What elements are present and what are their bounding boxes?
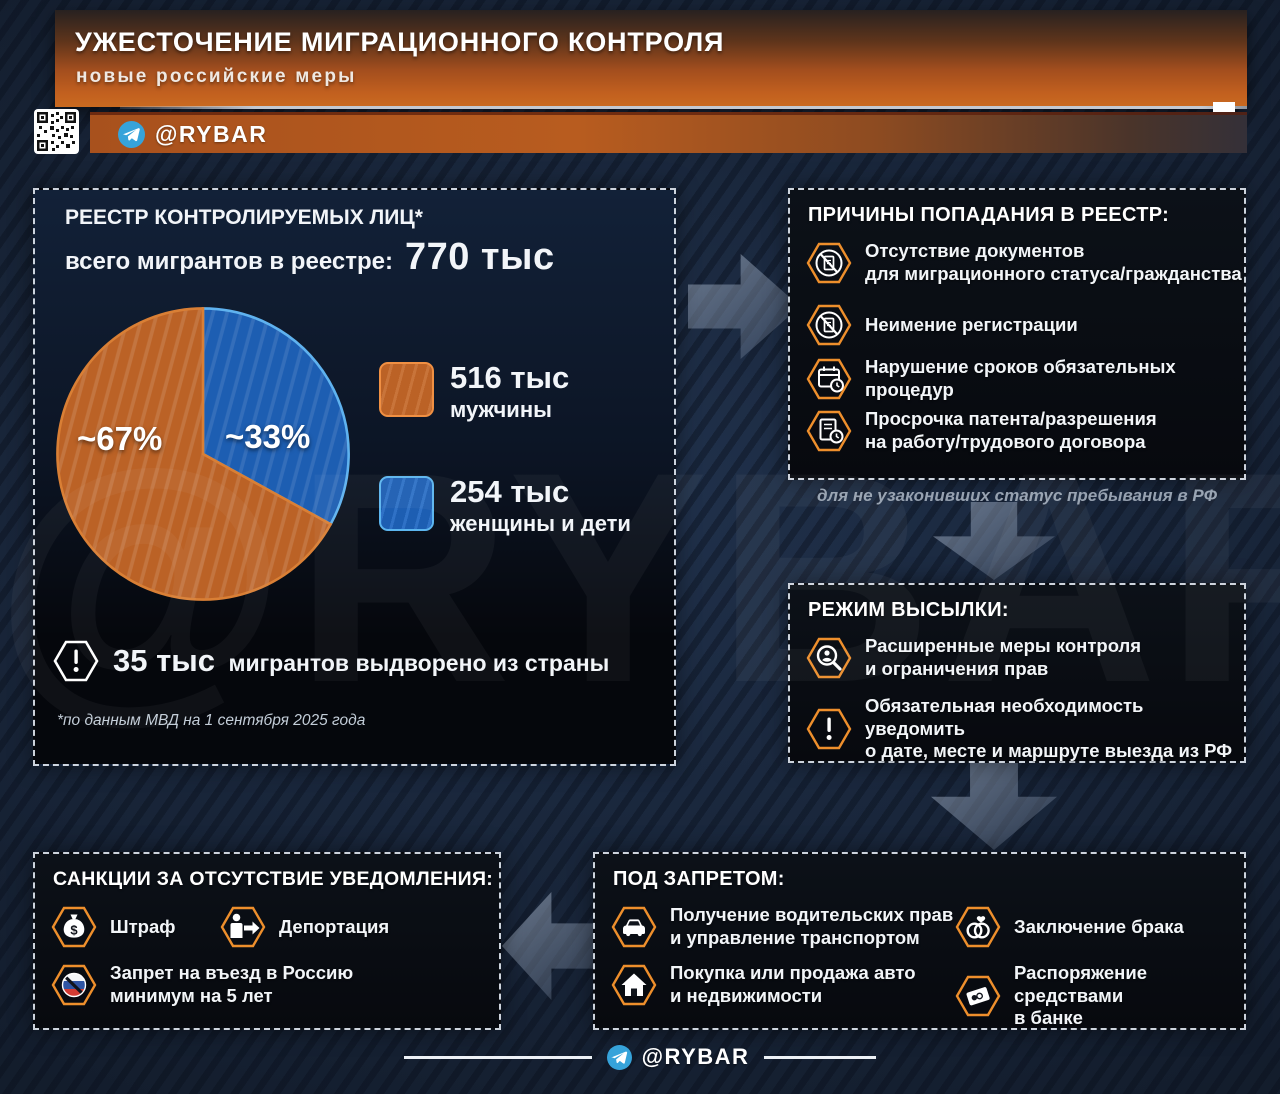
reason-item-no-registration: Неимение регистрации bbox=[806, 302, 1078, 348]
footer: @RYBAR bbox=[0, 1044, 1280, 1070]
no-documents-icon bbox=[806, 242, 852, 284]
expelled-value: 35 тыс bbox=[113, 643, 215, 678]
calendar-deadline-icon bbox=[806, 358, 852, 400]
banned-text: Покупка или продажа авто и недвижимости bbox=[670, 962, 916, 1006]
reason-text: Отсутствие документов для миграционного … bbox=[865, 240, 1242, 284]
telegram-badge: @RYBAR bbox=[118, 120, 268, 148]
sanction-text: Запрет на въезд в Россию минимум на 5 ле… bbox=[110, 962, 354, 1006]
expelled-text: мигрантов выдворено из страны bbox=[228, 650, 610, 676]
banned-text: Получение водительских прав и управление… bbox=[670, 904, 954, 948]
legend-item-men: 516 тыс мужчины bbox=[379, 362, 569, 423]
footer-line-right bbox=[764, 1055, 877, 1059]
banned-item-marriage: Заключение брака bbox=[955, 904, 1184, 950]
reason-text: Неимение регистрации bbox=[865, 313, 1078, 335]
pie-label-women-percent: ~33% bbox=[225, 418, 311, 455]
arrow-left-icon bbox=[502, 892, 597, 1000]
header-banner: УЖЕСТОЧЕНИЕ МИГРАЦИОННОГО КОНТРОЛЯ новые… bbox=[55, 10, 1247, 107]
legend-men-value: 516 тыс bbox=[450, 360, 570, 395]
deportation-icon bbox=[220, 906, 266, 948]
expulsion-panel: РЕЖИМ ВЫСЫЛКИ: Расширенные меры контроля… bbox=[788, 583, 1246, 763]
marriage-rings-icon bbox=[955, 906, 1001, 948]
footer-line-left bbox=[403, 1055, 592, 1059]
banned-panel-title: ПОД ЗАПРЕТОМ: bbox=[613, 868, 785, 890]
bank-card-icon bbox=[955, 975, 1001, 1017]
banned-text: Распоряжение средствами в банке bbox=[1014, 962, 1147, 1029]
banned-item-driving: Получение водительских прав и управление… bbox=[611, 904, 953, 950]
telegram-icon bbox=[606, 1044, 632, 1070]
orange-swatch bbox=[379, 362, 434, 417]
migrants-pie-chart: ~67% ~33% bbox=[47, 298, 359, 610]
sanctions-panel-title: САНКЦИИ ЗА ОТСУТСТВИЕ УВЕДОМЛЕНИЯ: bbox=[53, 868, 494, 890]
registry-panel-title: РЕЕСТР КОНТРОЛИРУЕМЫХ ЛИЦ* bbox=[65, 206, 423, 229]
legend-item-women-children: 254 тыс женщины и дети bbox=[379, 476, 631, 537]
reasons-panel: ПРИЧИНЫ ПОПАДАНИЯ В РЕЕСТР: Отсутствие д… bbox=[788, 188, 1246, 480]
sanction-text: Штраф bbox=[110, 915, 176, 937]
expelled-alert-row: 35 тыс мигрантов выдворено из страны bbox=[53, 638, 609, 684]
arrow-right-icon bbox=[688, 254, 800, 359]
expulsion-item-control: Расширенные меры контроля и ограничения … bbox=[806, 635, 1141, 681]
pie-slice-women-children bbox=[201, 307, 350, 526]
dollar-glyph: $ bbox=[70, 923, 78, 938]
expulsion-item-notify: Обязательная необходимость уведомить о д… bbox=[806, 695, 1244, 763]
page-title: УЖЕСТОЧЕНИЕ МИГРАЦИОННОГО КОНТРОЛЯ bbox=[75, 27, 725, 57]
car-icon bbox=[611, 906, 657, 948]
header-divider-line bbox=[120, 106, 1247, 109]
banned-panel: ПОД ЗАПРЕТОМ: Получение водительских пра… bbox=[593, 852, 1246, 1030]
registry-total-label: всего мигрантов в реестре: bbox=[65, 248, 393, 275]
pie-chart-svg bbox=[56, 307, 350, 601]
warning-hexagon-icon bbox=[53, 640, 99, 682]
legend-women-value: 254 тыс bbox=[450, 474, 570, 509]
footer-telegram-badge: @RYBAR bbox=[606, 1044, 750, 1070]
blue-swatch bbox=[379, 476, 434, 531]
sanction-item-entry-ban: Запрет на въезд в Россию минимум на 5 ле… bbox=[51, 962, 353, 1008]
fine-money-bag-icon: $ bbox=[51, 906, 97, 948]
sanction-text: Депортация bbox=[279, 915, 390, 937]
registry-total-line: всего мигрантов в реестре: 770 тыс bbox=[65, 236, 555, 279]
footer-handle: @RYBAR bbox=[641, 1044, 750, 1069]
reason-text: Просрочка патента/разрешения на работу/т… bbox=[865, 408, 1157, 452]
banned-item-property: Покупка или продажа авто и недвижимости bbox=[611, 962, 916, 1008]
reasons-panel-title: ПРИЧИНЫ ПОПАДАНИЯ В РЕЕСТР: bbox=[808, 204, 1170, 226]
expired-permit-icon bbox=[806, 410, 852, 452]
qr-code bbox=[34, 109, 79, 154]
reason-item-deadlines: Нарушение сроков обязательных процедур bbox=[806, 356, 1244, 402]
registry-total-value: 770 тыс bbox=[404, 236, 555, 278]
no-registration-icon bbox=[806, 304, 852, 346]
surveillance-icon bbox=[806, 637, 852, 679]
legend-men-label: мужчины bbox=[450, 397, 552, 422]
expulsion-panel-title: РЕЖИМ ВЫСЫЛКИ: bbox=[808, 599, 1009, 621]
reason-text: Нарушение сроков обязательных процедур bbox=[865, 356, 1176, 400]
registry-panel: РЕЕСТР КОНТРОЛИРУЕМЫХ ЛИЦ* всего мигрант… bbox=[33, 188, 676, 766]
expulsion-text: Расширенные меры контроля и ограничения … bbox=[865, 635, 1142, 679]
reason-item-expired-permit: Просрочка патента/разрешения на работу/т… bbox=[806, 408, 1157, 454]
arrow-down-icon bbox=[931, 755, 1057, 850]
pie-label-men-percent: ~67% bbox=[77, 420, 163, 457]
banned-text: Заключение брака bbox=[1014, 915, 1184, 937]
sanctions-panel: САНКЦИИ ЗА ОТСУТСТВИЕ УВЕДОМЛЕНИЯ: $ Штр… bbox=[33, 852, 501, 1030]
qr-code-pattern bbox=[37, 112, 76, 151]
expulsion-text: Обязательная необходимость уведомить о д… bbox=[865, 695, 1233, 762]
house-icon bbox=[611, 964, 657, 1006]
banned-item-bank: Распоряжение средствами в банке bbox=[955, 962, 1244, 1030]
legend-women-label: женщины и дети bbox=[450, 511, 631, 536]
registry-footnote: *по данным МВД на 1 сентября 2025 года bbox=[57, 712, 366, 729]
sanction-item-deportation: Депортация bbox=[220, 904, 389, 950]
warning-icon bbox=[806, 708, 852, 750]
telegram-icon bbox=[118, 120, 145, 148]
brand-handle: @RYBAR bbox=[155, 120, 268, 147]
reasons-footnote: для не узаконивших статус пребывания в Р… bbox=[817, 486, 1217, 505]
pie-slice-men bbox=[56, 307, 333, 601]
header-line-marker bbox=[1213, 102, 1235, 112]
entry-ban-icon bbox=[51, 964, 97, 1006]
brand-strip: @RYBAR bbox=[90, 112, 1247, 153]
arrow-down-icon bbox=[933, 502, 1055, 580]
sanction-item-fine: $ Штраф bbox=[51, 904, 175, 950]
reason-item-no-documents: Отсутствие документов для миграционного … bbox=[806, 240, 1242, 286]
page-subtitle: новые российские меры bbox=[76, 66, 357, 87]
